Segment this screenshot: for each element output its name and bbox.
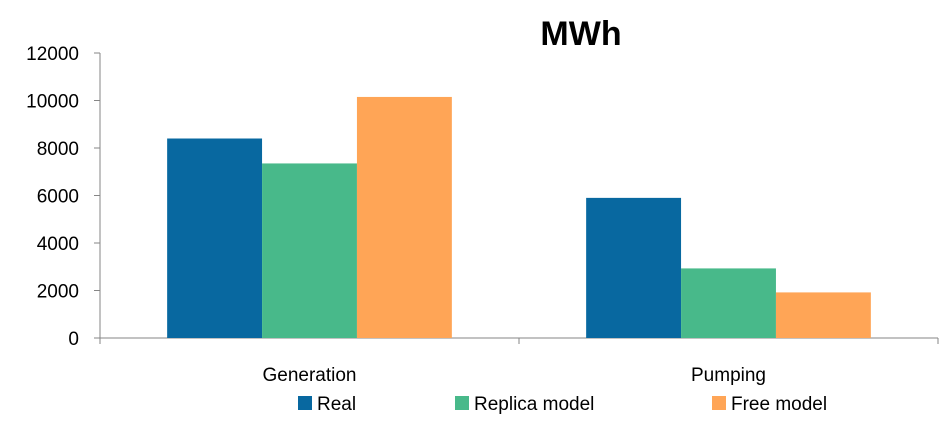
legend-swatch-free-model <box>712 396 726 410</box>
bar-free-model-pumping <box>775 292 871 338</box>
legend-swatch-replica-model <box>455 396 469 410</box>
bar-replica-model-generation <box>262 163 357 338</box>
y-axis: 0 2000 4000 6000 8000 10000 12000 <box>26 44 101 350</box>
legend-label: Replica model <box>474 394 594 415</box>
bars <box>167 96 871 338</box>
bar-replica-model-pumping <box>681 268 776 338</box>
y-tick-label: 10000 <box>26 92 79 113</box>
bar-free-model-generation <box>356 96 452 338</box>
legend-label: Free model <box>731 394 827 415</box>
bar-real-generation <box>167 138 263 338</box>
y-tick-label: 0 <box>68 329 79 350</box>
x-axis: Generation Pumping <box>99 337 939 386</box>
x-tick-label: Generation <box>262 365 356 386</box>
bar-real-pumping <box>586 197 682 338</box>
y-tick-label: 6000 <box>37 187 79 208</box>
legend-label: Real <box>317 394 356 415</box>
y-tick-label: 2000 <box>37 282 79 303</box>
y-tick-label: 4000 <box>37 234 79 255</box>
y-tick-label: 12000 <box>26 44 79 65</box>
y-tick-label: 8000 <box>37 139 79 160</box>
x-tick-label: Pumping <box>691 365 766 386</box>
legend-swatch-real <box>298 396 312 410</box>
legend: Real Replica model Free model <box>298 394 827 415</box>
chart-title: MWh <box>540 15 621 53</box>
